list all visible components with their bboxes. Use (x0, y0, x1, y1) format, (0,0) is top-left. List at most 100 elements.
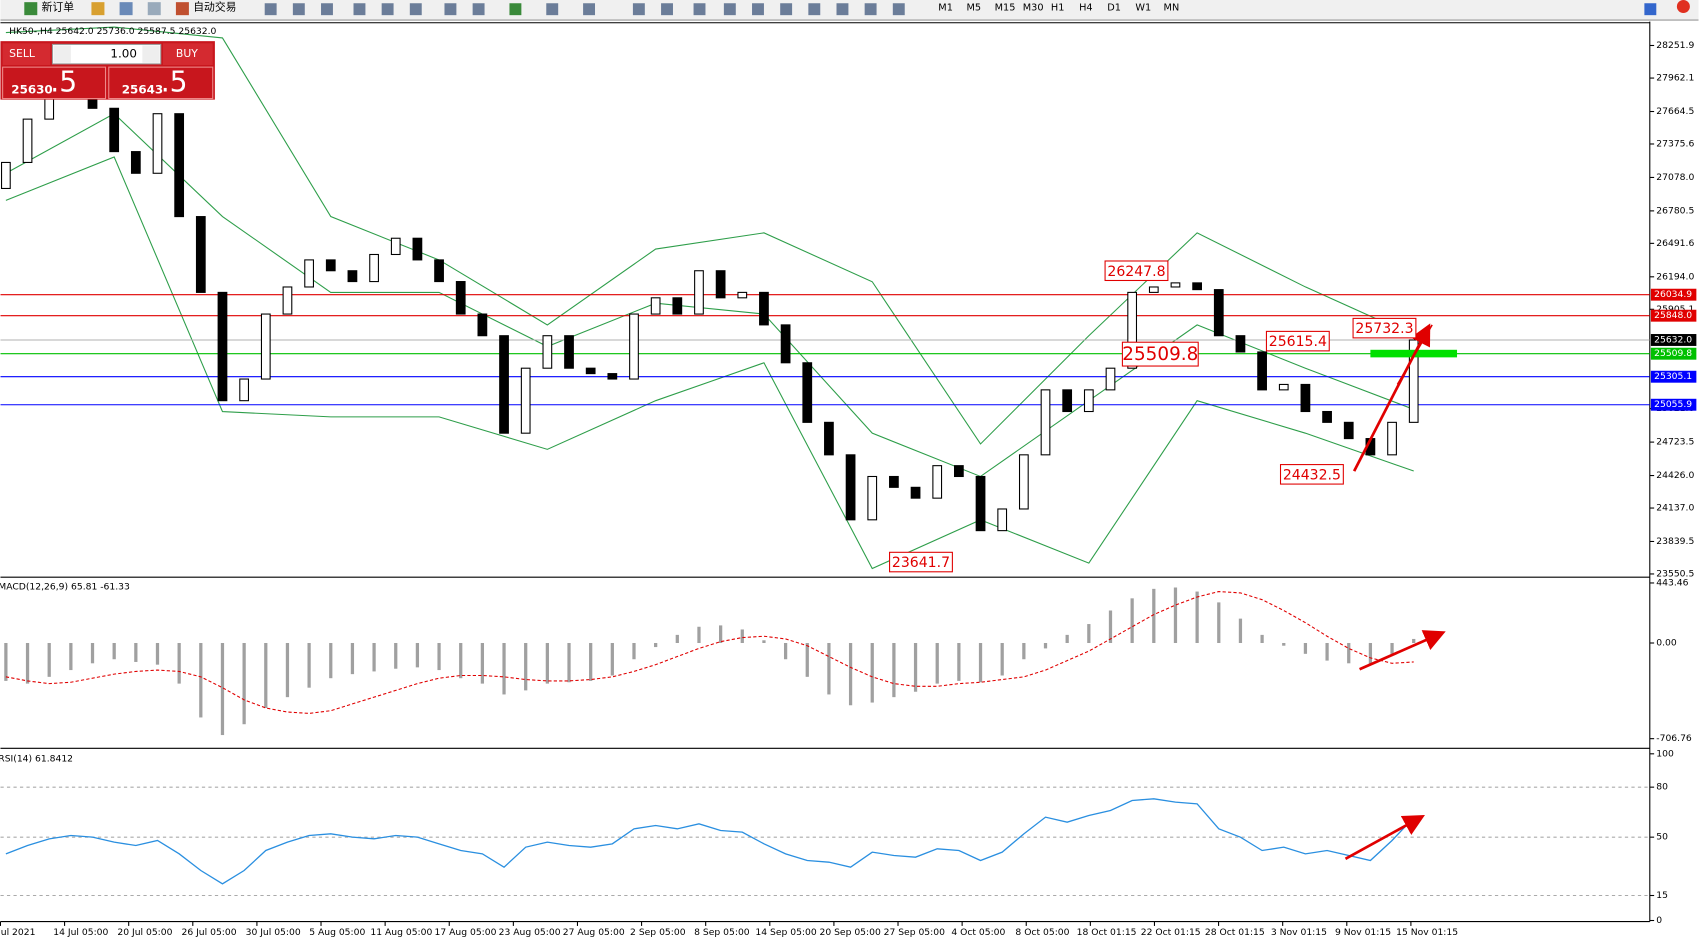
y-tick-label: 26780.5 (1656, 205, 1694, 216)
timeframe-button[interactable]: MN (1164, 3, 1180, 14)
candle (564, 335, 574, 369)
timeframe-button[interactable]: M30 (1023, 3, 1044, 14)
toolbar-icon[interactable] (292, 3, 305, 16)
candle (477, 313, 488, 337)
timeframe-button[interactable]: W1 (1135, 3, 1151, 14)
auto-trading-button[interactable]: 自动交易 (193, 0, 236, 14)
timeframe-button[interactable]: M15 (995, 3, 1016, 14)
macd-bar (220, 643, 225, 736)
candle (759, 291, 769, 326)
candle (520, 367, 531, 434)
buy-label[interactable]: BUY (176, 47, 198, 60)
toolbar-icon[interactable] (119, 2, 133, 16)
toolbar-icon[interactable] (381, 3, 394, 16)
toolbar-icon[interactable] (892, 3, 905, 16)
new-order-button[interactable]: 新订单 (42, 0, 75, 14)
candle (672, 297, 683, 315)
x-tick-label: 20 Sep 05:00 (819, 927, 880, 938)
x-tick-label: 27 Sep 05:00 (884, 927, 945, 938)
candle (174, 113, 185, 218)
toolbar-icon[interactable] (632, 3, 645, 16)
toolbar-icon[interactable] (353, 3, 366, 16)
timeframe-button[interactable]: H1 (1051, 3, 1065, 14)
auto-trading-icon[interactable] (175, 2, 189, 16)
annotation: 26247.8 (1107, 264, 1165, 280)
toolbar-icon[interactable] (409, 3, 422, 16)
timeframe-button[interactable]: M5 (966, 3, 981, 14)
y-tick-label: 0 (1656, 915, 1662, 926)
candle (325, 259, 336, 272)
toolbar-icon[interactable] (509, 3, 522, 16)
candle (260, 313, 271, 380)
toolbar-icon[interactable] (583, 3, 596, 16)
x-tick-label: 11 Aug 05:00 (370, 927, 432, 938)
sell-label[interactable]: SELL (9, 47, 35, 60)
timeframe-button[interactable]: D1 (1107, 3, 1121, 14)
timeframe-button[interactable]: M1 (938, 3, 953, 14)
y-tick-label: 27375.6 (1656, 138, 1694, 149)
toolbar-icon[interactable] (472, 3, 485, 16)
toolbar-icon[interactable] (91, 2, 105, 16)
macd-bar (1238, 618, 1243, 644)
lot-input[interactable] (51, 43, 162, 65)
lot-value[interactable]: 1.00 (110, 47, 137, 61)
candle (152, 113, 163, 174)
macd-title: MACD(12,26,9) 65.81 -61.33 (0, 581, 130, 592)
candle (1083, 389, 1094, 413)
buy-price-fraction[interactable]: .5 (161, 65, 188, 98)
x-tick-label: 22 Oct 01:15 (1141, 927, 1201, 938)
annotation: 25732.3 (1355, 321, 1413, 337)
toolbar-icon[interactable] (693, 3, 706, 16)
buy-price-box[interactable] (108, 66, 214, 100)
candle (867, 475, 878, 521)
sell-button[interactable] (2, 43, 51, 65)
bollinger-upper (5, 26, 1414, 445)
toolbar-icon[interactable] (836, 3, 849, 16)
toolbar-icon[interactable] (723, 3, 736, 16)
y-tick-label: 80 (1656, 782, 1668, 793)
macd-bar (307, 643, 311, 688)
sell-price-box[interactable] (2, 66, 107, 100)
toolbar-icon[interactable] (444, 3, 457, 16)
macd-bar (1390, 643, 1394, 654)
candle (975, 475, 986, 532)
sell-price[interactable]: 25630 (11, 82, 52, 96)
y-tick-label: 25905.1 (1656, 304, 1694, 315)
macd-bar (913, 643, 918, 692)
candle (1127, 291, 1138, 369)
toolbar-icon[interactable] (264, 3, 277, 16)
macd-bar (1152, 588, 1156, 644)
search-icon[interactable] (1644, 3, 1657, 16)
toolbar-icon[interactable] (321, 3, 333, 16)
notification-icon[interactable] (1676, 0, 1690, 13)
candle (997, 508, 1008, 532)
toolbar-icon[interactable] (808, 3, 821, 16)
x-tick-label: 28 Oct 01:15 (1205, 927, 1265, 938)
price-label-box (1650, 347, 1697, 360)
timeframe-button[interactable]: H4 (1079, 3, 1093, 14)
macd-bar (1065, 634, 1069, 644)
candle (1343, 421, 1354, 440)
macd-bar (610, 643, 614, 676)
price-label-box (1650, 370, 1697, 383)
buy-price[interactable]: 25643 (122, 82, 163, 96)
toolbar-icon[interactable] (546, 3, 559, 16)
toolbar-icon[interactable] (752, 3, 764, 16)
x-tick-label: 18 Oct 01:15 (1077, 927, 1137, 938)
toolbar-icon[interactable] (780, 3, 793, 16)
new-order-icon[interactable] (24, 2, 38, 16)
toolbar-icon[interactable] (147, 2, 161, 16)
timeframe-bar: M1 M5 M15 M30 H1 H4 D1 W1 MN (938, 3, 1179, 14)
annotation: 25509.8 (1122, 344, 1198, 365)
lot-down[interactable] (53, 45, 71, 63)
buy-button[interactable] (162, 43, 213, 65)
candle (1, 161, 11, 189)
macd-bar (350, 643, 355, 675)
lot-up[interactable] (142, 45, 160, 63)
sell-price-fraction[interactable]: .5 (50, 65, 77, 98)
price-label-box (1650, 334, 1697, 346)
toolbar-icon[interactable] (661, 3, 673, 16)
candle (239, 378, 250, 402)
toolbar-icon[interactable] (864, 3, 877, 16)
macd-bar (155, 643, 160, 665)
